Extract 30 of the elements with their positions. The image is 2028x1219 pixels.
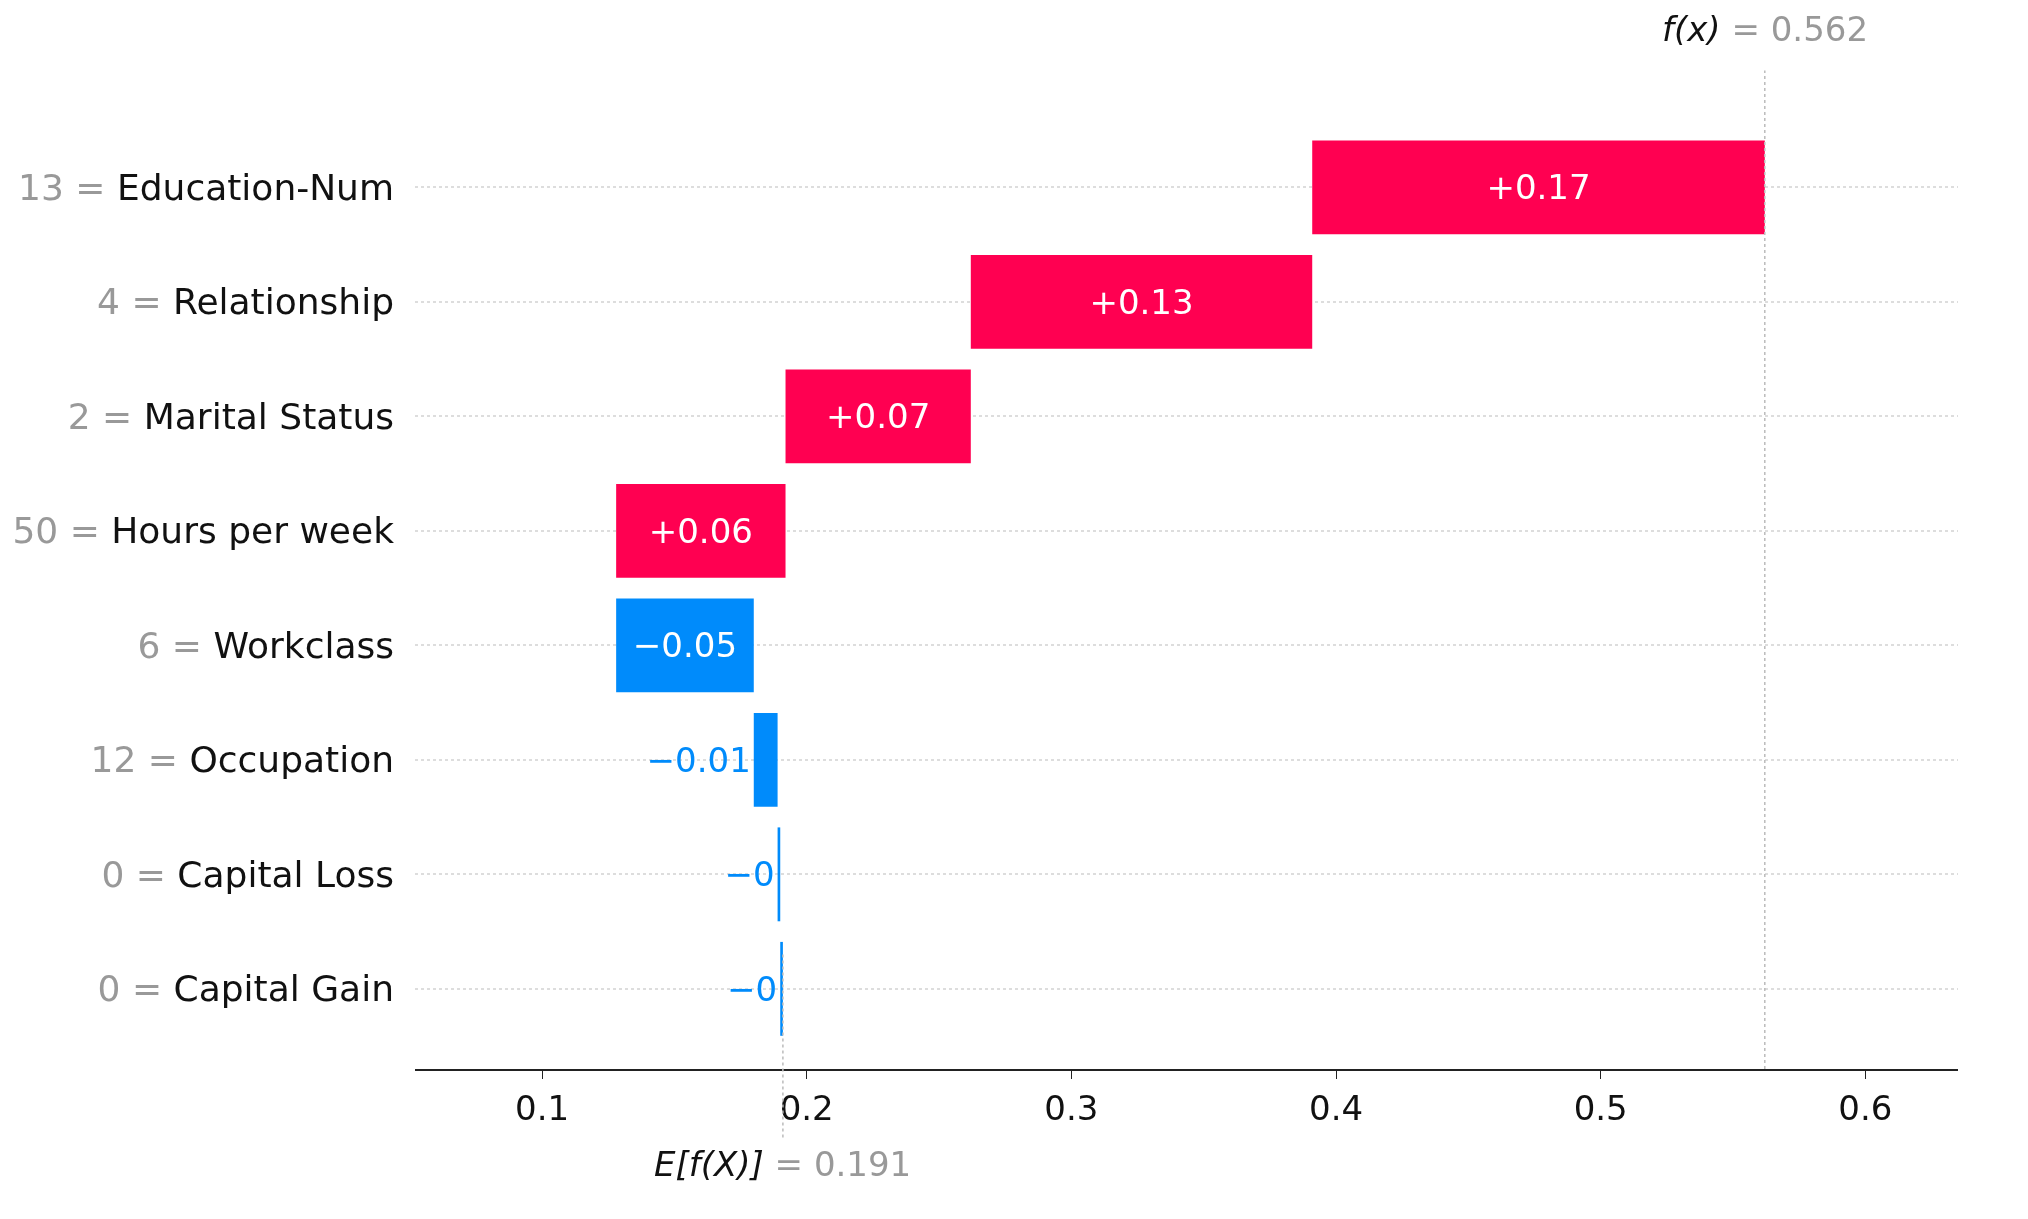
bar [785, 369, 971, 464]
y-tick-label: 12 = Occupation [90, 739, 394, 781]
y-tick-label: 13 = Education-Num [18, 166, 394, 208]
y-tick-label: 0 = Capital Gain [97, 968, 394, 1010]
ref-line-label: E[f(X)] = 0.191 [654, 1144, 912, 1184]
data-label: +0.06 [648, 510, 753, 551]
y-tick-label: 4 = Relationship [97, 281, 394, 323]
x-tick-label: 0.1 [515, 1087, 570, 1128]
y-tick-label: 2 = Marital Status [67, 395, 394, 437]
data-label: −0 [724, 854, 775, 895]
ref-line-label: f(x) = 0.562 [1662, 9, 1869, 49]
x-tick-label: 0.3 [1044, 1087, 1099, 1128]
data-label: +0.13 [1089, 281, 1194, 322]
data-label: −0.05 [632, 625, 738, 666]
bar [616, 598, 754, 693]
bar [616, 483, 786, 578]
x-tick-label: 0.6 [1838, 1087, 1893, 1128]
y-tick-label: 50 = Hours per week [12, 510, 395, 552]
x-tick-label: 0.2 [779, 1087, 834, 1128]
data-label: −0 [727, 968, 778, 1009]
y-tick-label: 6 = Workclass [137, 624, 394, 666]
data-label: −0.01 [646, 739, 751, 780]
bar [970, 254, 1313, 349]
y-tick-label: 0 = Capital Loss [101, 853, 394, 895]
x-tick-label: 0.4 [1309, 1087, 1364, 1128]
bar [1312, 140, 1765, 235]
data-label: +0.07 [826, 396, 931, 437]
data-label: +0.17 [1486, 167, 1591, 208]
bar [753, 712, 778, 807]
x-tick-label: 0.5 [1573, 1087, 1628, 1128]
